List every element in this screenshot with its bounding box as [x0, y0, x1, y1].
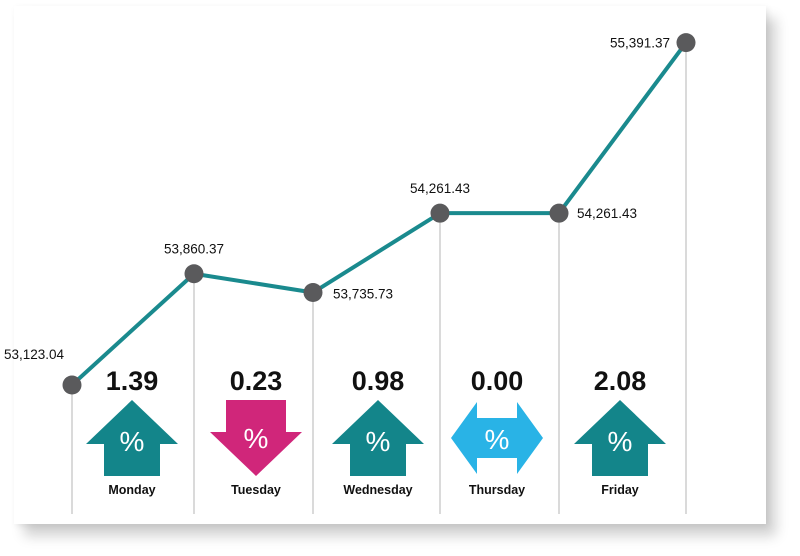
day-labels: Monday Tuesday Wednesday Thursday Friday	[108, 483, 638, 497]
point-value-label: 53,860.37	[164, 242, 224, 257]
percent-icon: %	[120, 426, 145, 457]
up-arrow-icon	[86, 400, 178, 476]
day-label: Friday	[601, 483, 639, 497]
daily-change-value: 0.23	[230, 366, 283, 396]
percent-icon: %	[485, 424, 510, 455]
flat-arrow-icon	[451, 402, 543, 474]
point-value-label: 54,261.43	[577, 206, 637, 221]
change-arrows: %%%%%	[86, 400, 666, 476]
daily-changes: 1.39 0.23 0.98 0.00 2.08	[106, 366, 647, 396]
daily-change-value: 0.00	[471, 366, 524, 396]
data-point	[303, 283, 323, 303]
data-point	[430, 203, 450, 223]
daily-change-value: 1.39	[106, 366, 159, 396]
point-value-label: 53,123.04	[4, 347, 65, 362]
down-arrow-icon	[210, 400, 302, 476]
percent-icon: %	[608, 426, 633, 457]
data-point	[184, 264, 204, 284]
point-value-label: 53,735.73	[333, 287, 393, 302]
day-label: Monday	[108, 483, 155, 497]
point-value-label: 54,261.43	[410, 181, 470, 196]
day-label: Thursday	[469, 483, 525, 497]
daily-change-value: 2.08	[594, 366, 647, 396]
series-line	[70, 41, 688, 387]
data-point	[549, 203, 569, 223]
up-arrow-icon	[574, 400, 666, 476]
percent-icon: %	[244, 423, 269, 454]
guide-lines	[71, 42, 687, 514]
point-markers	[62, 33, 696, 395]
point-value-label: 55,391.37	[610, 36, 670, 51]
day-label: Tuesday	[231, 483, 281, 497]
up-arrow-icon	[332, 400, 424, 476]
data-point	[676, 33, 696, 53]
day-label: Wednesday	[343, 483, 412, 497]
point-labels: 53,123.04 53,860.37 53,735.73 54,261.43 54,2…	[4, 36, 670, 362]
percent-icon: %	[366, 426, 391, 457]
daily-change-value: 0.98	[352, 366, 405, 396]
data-point	[62, 375, 82, 395]
series-line-layer	[70, 41, 688, 387]
